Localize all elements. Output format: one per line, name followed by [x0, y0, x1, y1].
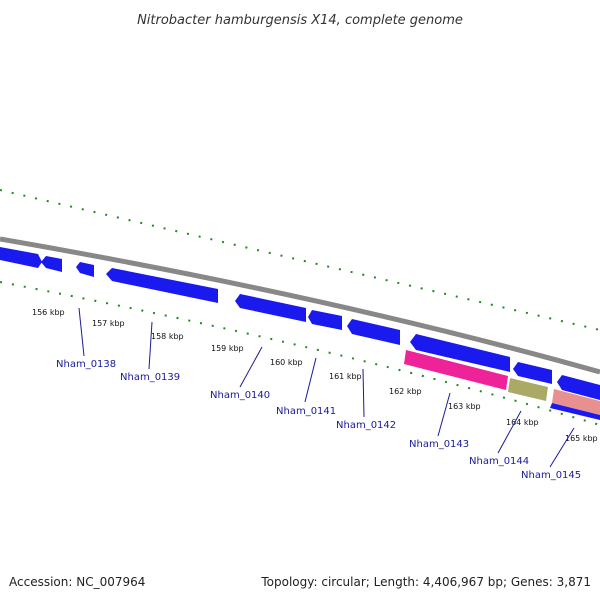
- gene-label[interactable]: Nham_0144: [469, 456, 529, 467]
- tick-label: 163 kbp: [448, 402, 481, 411]
- gene-label[interactable]: Nham_0139: [120, 372, 180, 383]
- tick-label: 162 kbp: [389, 387, 422, 396]
- tick-label: 159 kbp: [211, 344, 244, 353]
- tick-label: 161 kbp: [329, 372, 362, 381]
- gene-track: [0, 247, 600, 420]
- gene-feature[interactable]: [410, 334, 510, 372]
- gene-feature[interactable]: [513, 362, 552, 384]
- tick-label: 160 kbp: [270, 358, 303, 367]
- tick-labels: 156 kbp 157 kbp 158 kbp 159 kbp 160 kbp …: [32, 308, 598, 443]
- gene-label[interactable]: Nham_0145: [521, 470, 581, 481]
- gene-feature-highlight[interactable]: [552, 389, 600, 415]
- genome-backbone: [0, 236, 600, 375]
- gene-label-leaders: [78, 307, 575, 468]
- outer-tick-ring: [0, 189, 600, 331]
- gene-feature[interactable]: [235, 294, 306, 322]
- gene-feature[interactable]: [0, 247, 42, 268]
- gene-feature-highlight[interactable]: [404, 350, 508, 390]
- tick-label: 156 kbp: [32, 308, 65, 317]
- gene-label[interactable]: Nham_0140: [210, 390, 270, 401]
- gene-feature[interactable]: [41, 256, 62, 272]
- map-title: Nitrobacter hamburgensis X14, complete g…: [137, 13, 463, 28]
- gene-label[interactable]: Nham_0138: [56, 359, 116, 370]
- tick-label: 158 kbp: [151, 332, 184, 341]
- tick-label: 157 kbp: [92, 319, 125, 328]
- gene-feature[interactable]: [557, 375, 600, 400]
- tick-label: 164 kbp: [506, 418, 539, 427]
- gene-label[interactable]: Nham_0142: [336, 420, 396, 431]
- accession-text: Accession: NC_007964: [9, 575, 145, 589]
- gene-label[interactable]: Nham_0141: [276, 406, 336, 417]
- gene-feature[interactable]: [76, 262, 94, 277]
- tick-label: 165 kbp: [565, 434, 598, 443]
- gene-feature[interactable]: [308, 310, 342, 330]
- gene-feature[interactable]: [106, 268, 218, 303]
- gene-labels: Nham_0138 Nham_0139 Nham_0140 Nham_0141 …: [56, 359, 581, 481]
- genome-summary-text: Topology: circular; Length: 4,406,967 bp…: [260, 575, 591, 589]
- gene-feature-highlight[interactable]: [508, 378, 548, 401]
- gene-feature[interactable]: [550, 403, 600, 420]
- gene-label[interactable]: Nham_0143: [409, 439, 469, 450]
- inner-tick-ring: [0, 281, 600, 426]
- gene-feature[interactable]: [347, 319, 400, 345]
